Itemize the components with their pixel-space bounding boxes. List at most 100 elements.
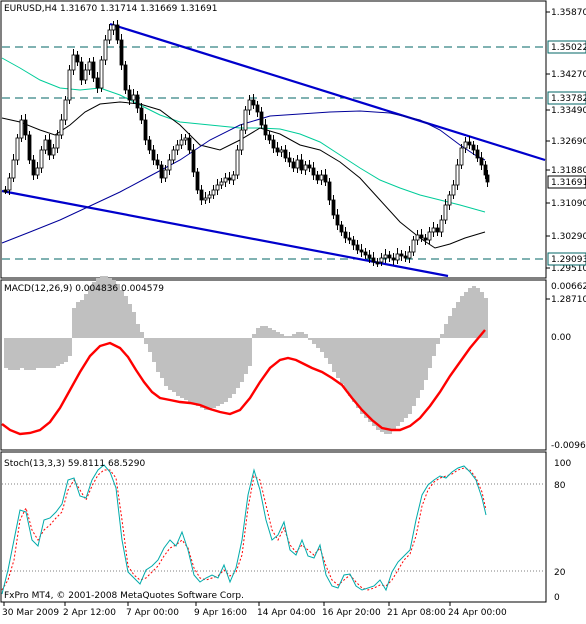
candle-bullish [67,69,72,101]
candle-bullish [39,149,44,169]
candle-bearish [363,251,368,256]
candle-bearish [151,149,156,161]
macd-header: MACD(12,26,9) 0.004836 0.004579 [4,284,164,294]
candle-bullish [319,174,324,181]
macd-hist-bar [448,316,452,338]
candle-bearish [251,99,256,106]
candle-bearish [485,174,490,183]
macd-hist-bar [472,286,476,338]
candle-bearish [479,157,484,166]
candle-bearish [27,134,32,161]
ma-fast-line [1,57,486,213]
macd-hist-bar [368,338,372,422]
candle-bullish [223,177,228,183]
candle-bearish [355,244,360,251]
candle-bullish [203,197,208,201]
macd-hist-bar [72,308,76,338]
stochastic-panel-frame [0,451,547,603]
copyright-text: FxPro MT4, © 2001-2008 MetaQuotes Softwa… [4,591,244,601]
candle-bearish [347,237,352,241]
macd-hist-bar [200,338,204,408]
macd-hist-bar [236,338,240,388]
channel-upper-line[interactable] [109,22,546,162]
macd-hist-bar [56,338,60,366]
macd-hist-bar [124,296,128,338]
macd-panel-frame [0,279,547,451]
price-tags: 1.35022 1.33782 1.31691 1.29093 [547,40,586,266]
candle-bullish [407,251,412,259]
candle-bearish [47,139,52,156]
candle-bearish [367,254,372,259]
candle-bullish [7,177,12,191]
macd-hist-bar [4,338,8,368]
candle-bullish [51,147,56,156]
candle-bearish [263,124,268,136]
macd-panel[interactable]: 0.00662 0.00 -0.00969 MACD(12,26,9) 0.0048… [0,276,586,451]
macd-hist-bar [376,338,380,430]
candle-bearish [23,119,28,136]
current-price-tag [547,175,586,189]
macd-hist-bar [404,338,408,418]
candle-bullish [171,149,176,161]
candlestick-series[interactable] [3,20,490,267]
macd-hist-bar [12,338,16,370]
macd-hist-bar [180,338,184,398]
macd-hist-bar [184,338,188,400]
candle-bearish [275,147,280,153]
time-axis-label: 2 Apr 12:00 [63,608,116,618]
candle-bearish [227,177,232,181]
candle-bearish [255,104,260,113]
candle-bearish [155,159,160,166]
macd-hist-bar [300,332,304,338]
candle-bullish [11,159,16,179]
candle-bullish [63,99,68,121]
macd-hist-bar [476,288,480,338]
macd-hist-bar [312,338,316,344]
candle-bullish [443,204,448,221]
macd-hist-bar [356,338,360,408]
candle-bullish [131,94,136,101]
candle-bearish [135,94,140,109]
candle-bearish [339,224,344,233]
macd-hist-bar [188,338,192,402]
macd-hist-bar [108,278,112,338]
macd-hist-bar [164,338,168,386]
candle-bullish [383,254,388,259]
price-scale-label: 1.33490 [551,106,586,116]
macd-hist-bar [364,338,368,418]
level-price-tag [547,40,586,54]
macd-scale-label: -0.00969 [551,441,586,451]
candle-bearish [327,181,332,201]
stochastic-panel[interactable]: 100 80 20 0 Stoch(13,3,3) 59.8111 68.5290 F… [0,451,571,603]
macd-hist-bar [104,276,108,338]
candle-bullish [215,184,220,191]
macd-hist-bar [336,338,340,378]
candle-bearish [375,261,380,265]
candle-bearish [147,139,152,151]
candle-bearish [159,164,164,179]
macd-hist-bar [204,338,208,410]
candle-bearish [299,159,304,171]
macd-hist-bar [16,338,20,370]
macd-hist-bar [280,334,284,338]
candle-bearish [283,149,288,159]
macd-hist-bar [76,302,80,338]
macd-hist-bar [20,338,24,368]
level-price-tag [547,252,586,266]
macd-hist-bar [64,338,68,362]
candle-bearish [335,214,340,226]
candle-bullish [103,39,108,61]
macd-hist-bar [84,294,88,338]
price-panel[interactable]: 1.35870 1.34270 1.33490 1.32690 1.31880 1.310… [0,0,586,305]
candle-bearish [351,239,356,246]
macd-hist-bar [220,338,224,404]
macd-hist-bar [352,338,356,402]
macd-scale-label: 0.00662 [551,282,586,292]
candle-bearish [467,141,472,146]
level-price-label: 1.29093 [551,255,586,265]
candle-bullish [243,109,248,131]
macd-hist-bar [40,338,44,368]
macd-scale-label: 0.00 [551,333,571,343]
candle-bullish [59,119,64,136]
